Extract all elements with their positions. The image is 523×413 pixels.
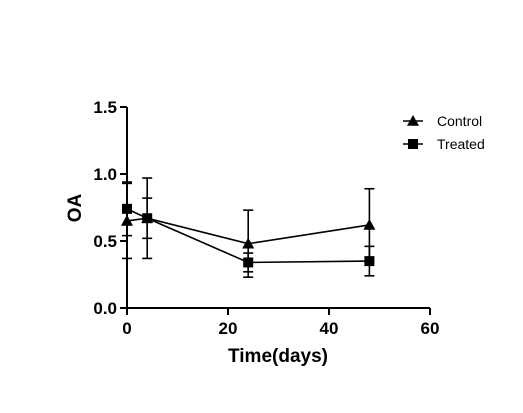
treated-line xyxy=(126,208,370,264)
y-tick-label: 0.0 xyxy=(93,299,117,318)
series-layer xyxy=(121,177,376,278)
x-tick-label: 20 xyxy=(219,319,238,338)
y-tick-label: 1.0 xyxy=(93,165,117,184)
series-treated xyxy=(122,181,375,277)
x-tick-label: 0 xyxy=(122,319,131,338)
control-point xyxy=(363,218,376,230)
legend-marker-control xyxy=(407,115,419,126)
treated-point xyxy=(142,213,153,224)
treated-point xyxy=(364,256,375,267)
treated-point xyxy=(243,257,254,268)
y-tick-label: 0.5 xyxy=(93,232,117,251)
y-axis-title: OA xyxy=(65,193,86,222)
x-tick-label: 40 xyxy=(320,319,339,338)
legend-label-treated: Treated xyxy=(437,136,485,152)
legend-marker-treated xyxy=(408,139,418,149)
treated-point xyxy=(122,203,132,214)
legend: Control Treated xyxy=(403,113,485,152)
legend-label-control: Control xyxy=(437,113,482,129)
x-tick-label: 60 xyxy=(421,319,440,338)
axes-layer: 0.0 0.5 1.0 1.5 0 20 40 60 xyxy=(93,98,439,338)
control-point xyxy=(242,237,255,249)
y-tick-label: 1.5 xyxy=(93,98,117,117)
x-axis-title: Time(days) xyxy=(228,346,328,367)
control-line xyxy=(126,217,370,245)
